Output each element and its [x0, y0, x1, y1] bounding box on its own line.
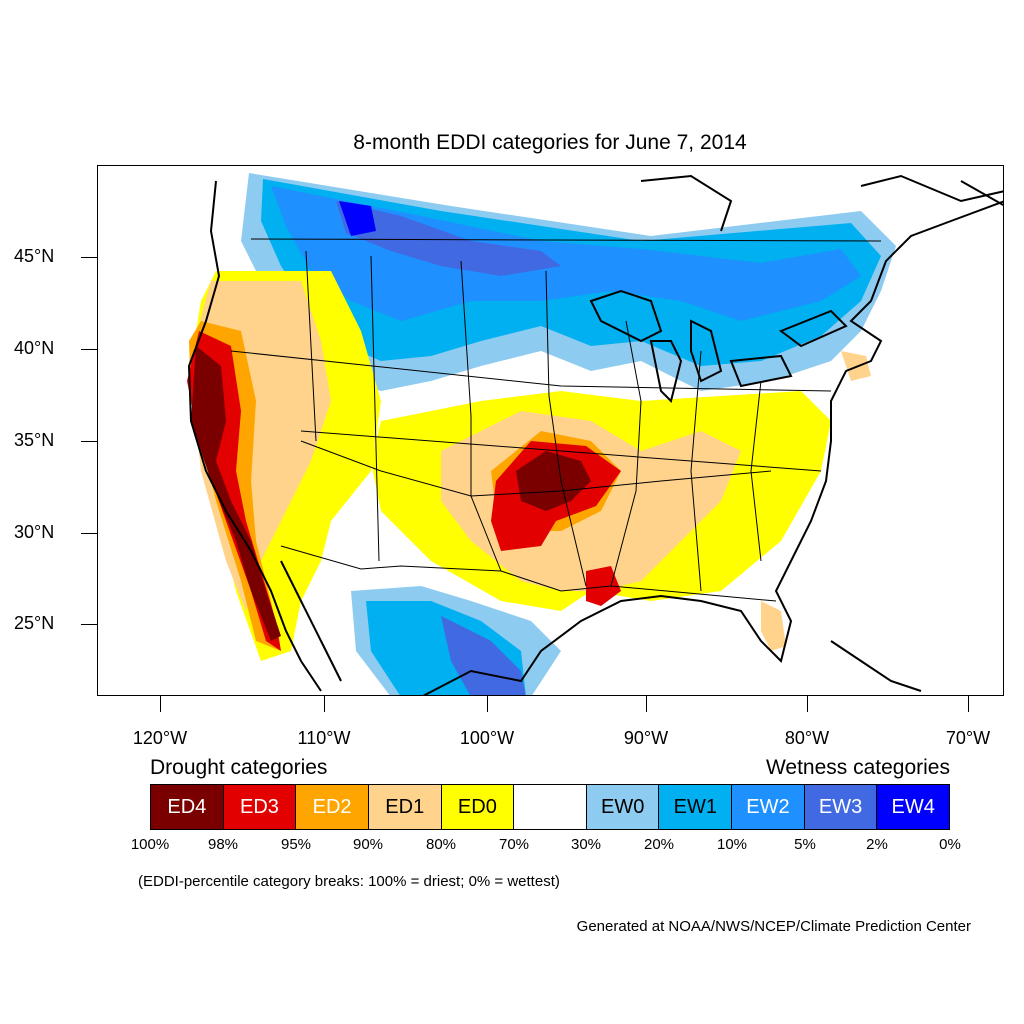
legend-box-ew3: EW3	[804, 785, 878, 829]
legend-label-ew3: EW3	[818, 795, 863, 818]
lat-tick-30	[81, 533, 97, 534]
lat-tick-45	[81, 257, 97, 258]
lon-label-90: 90°W	[623, 728, 669, 748]
drought-region-plains-ed4	[516, 451, 591, 511]
legend-break: 100%	[130, 836, 170, 853]
drought-region-florida-ed1	[761, 601, 786, 651]
legend-box-ed2: ED2	[296, 785, 369, 829]
wetness-region-north-ew4	[339, 201, 376, 236]
legend-colorbar: ED4 ED3 ED2 ED1 ED0 EW0 EW1 EW2 EW3 EW4	[150, 784, 950, 830]
legend-box-ed4: ED4	[151, 785, 224, 829]
lon-tick-110	[324, 696, 325, 712]
lon-label-80: 80°W	[784, 728, 830, 748]
legend-label-ew0: EW0	[600, 795, 645, 818]
lat-label-35: 35°N	[14, 430, 55, 450]
legend-box-ew1: EW1	[659, 785, 733, 829]
lon-tick-70	[968, 696, 969, 712]
drought-region-louisiana-ed3	[586, 566, 621, 606]
legend-label-ed3: ED3	[240, 795, 279, 818]
lat-tick-40	[81, 349, 97, 350]
lat-label-25: 25°N	[14, 613, 55, 633]
legend-break: 20%	[643, 836, 675, 853]
legend-label-ed2: ED2	[312, 795, 352, 818]
legend-box-ew4: EW4	[877, 785, 950, 829]
legend-label-ed4: ED4	[167, 795, 207, 818]
lat-label-30: 30°N	[14, 522, 55, 542]
legend-label-ew2: EW2	[746, 795, 790, 818]
legend-break: 80%	[425, 836, 457, 853]
legend-break: 30%	[570, 836, 602, 853]
legend-break: 95%	[280, 836, 312, 853]
wetness-region-north-ew2	[271, 186, 861, 321]
lat-label-40: 40°N	[14, 338, 55, 358]
legend-box-ed1: ED1	[368, 785, 442, 829]
lon-tick-90	[646, 696, 647, 712]
credit-line: Generated at NOAA/NWS/NCEP/Climate Predi…	[576, 918, 971, 935]
lon-tick-80	[807, 696, 808, 712]
legend-break: 0%	[939, 836, 961, 853]
legend-break: 5%	[794, 836, 816, 853]
coastlines	[187, 174, 1003, 695]
lat-tick-25	[81, 624, 97, 625]
lon-label-70: 70°W	[945, 728, 991, 748]
lat-label-45: 45°N	[14, 246, 55, 266]
eddi-map-svg	[187, 173, 1003, 695]
legend-note: (EDDI-percentile category breaks: 100% =…	[138, 873, 560, 890]
legend-break: 90%	[352, 836, 384, 853]
legend-break: 2%	[866, 836, 888, 853]
wetness-heading: Wetness categories	[765, 756, 950, 779]
lon-tick-100	[487, 696, 488, 712]
lon-label-120: 120°W	[132, 728, 188, 748]
legend-break: 98%	[207, 836, 239, 853]
legend-break: 70%	[498, 836, 530, 853]
eddi-map	[97, 165, 1004, 696]
map-title: 8-month EDDI categories for June 7, 2014	[353, 131, 747, 154]
legend-label-ew4: EW4	[891, 795, 935, 818]
drought-heading: Drought categories	[150, 756, 328, 779]
wetness-region-north-ew3	[336, 201, 561, 276]
legend-box-ew2: EW2	[732, 785, 805, 829]
legend-label-ed1: ED1	[385, 795, 425, 818]
legend-box-ew0: EW0	[586, 785, 660, 829]
state-boundaries	[230, 238, 882, 602]
lon-label-110: 110°W	[297, 728, 351, 748]
legend-box-neutral	[514, 785, 587, 829]
legend-break: 10%	[716, 836, 748, 853]
legend-label-ew1: EW1	[673, 795, 717, 818]
legend-box-ed3: ED3	[223, 785, 297, 829]
legend-label-ed0: ED0	[457, 795, 497, 818]
legend-box-ed0: ED0	[441, 785, 515, 829]
lon-tick-120	[160, 696, 161, 712]
lon-label-100: 100°W	[459, 728, 515, 748]
lat-tick-35	[81, 441, 97, 442]
